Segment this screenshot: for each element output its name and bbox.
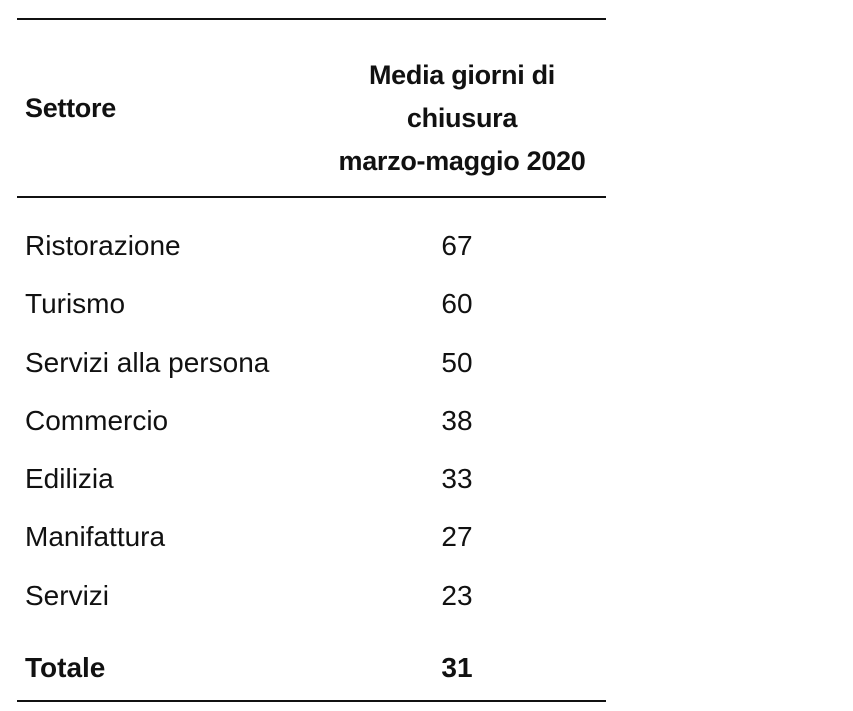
header-value: Media giorni di chiusura marzo-maggio 20… — [318, 54, 606, 183]
row-value: 67 — [441, 230, 473, 261]
table-row: Edilizia 33 — [17, 455, 606, 513]
row-sector: Servizi — [25, 579, 110, 611]
closure-days-table: Settore Media giorni di chiusura marzo-m… — [17, 18, 606, 703]
table-row: Manifattura 27 — [17, 513, 606, 571]
total-value: 31 — [441, 652, 473, 684]
row-value: 27 — [441, 521, 473, 553]
row-sector: Ristorazione — [25, 230, 181, 261]
row-value: 38 — [441, 404, 473, 436]
row-sector: Manifattura — [25, 521, 166, 553]
header-rule — [17, 196, 606, 198]
table-row: Turismo 60 — [17, 280, 606, 338]
table-row: Ristorazione 67 — [17, 222, 606, 280]
row-value: 33 — [441, 463, 473, 495]
table-row: Servizi 23 — [17, 572, 606, 630]
row-sector: Servizi alla persona — [25, 346, 270, 378]
bottom-rule — [17, 700, 606, 703]
table-header: Settore Media giorni di chiusura marzo-m… — [17, 20, 606, 196]
total-label: Totale — [25, 652, 106, 684]
row-sector: Turismo — [25, 288, 126, 320]
row-value: 50 — [441, 346, 473, 378]
row-value: 23 — [441, 579, 473, 611]
table-row: Commercio 38 — [17, 397, 606, 455]
header-value-line2: chiusura — [406, 103, 518, 133]
table-body: Ristorazione 67 Turismo 60 Servizi alla … — [17, 198, 606, 700]
row-value: 60 — [441, 288, 473, 320]
header-value-line3: marzo-maggio 2020 — [338, 146, 586, 176]
row-sector: Edilizia — [25, 463, 114, 495]
total-row: Totale 31 — [17, 630, 606, 700]
header-value-line1: Media giorni di — [368, 60, 555, 90]
row-sector: Commercio — [25, 404, 169, 436]
top-rule — [17, 18, 606, 20]
header-sector: Settore — [25, 93, 116, 123]
table-row: Servizi alla persona 50 — [17, 339, 606, 397]
